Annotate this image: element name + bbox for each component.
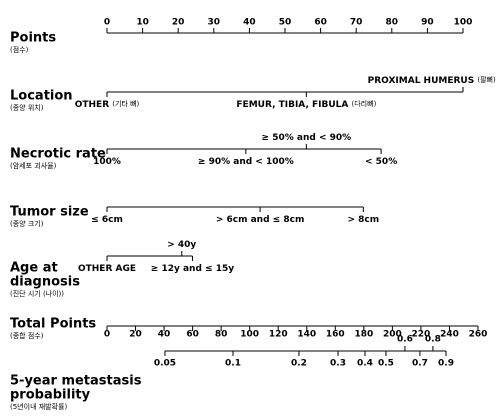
level-label: > 40y <box>167 240 196 250</box>
row-sublabel: (종양 위치) <box>10 103 44 112</box>
tick-label: 50 <box>279 18 292 28</box>
tick-label: 220 <box>412 330 431 340</box>
tick-label: 0.8 <box>425 335 441 345</box>
row-label: Necrotic rate <box>10 147 106 162</box>
tick-label: 120 <box>269 330 288 340</box>
tick-label: 200 <box>383 330 402 340</box>
level-text: > 6cm and ≤ 8cm <box>216 215 305 225</box>
tick-label: 40 <box>158 330 171 340</box>
tick-label: 100 <box>240 330 259 340</box>
row-label: probability <box>10 388 91 403</box>
row-label: Points <box>10 31 56 46</box>
level-text: FEMUR, TIBIA, FIBULA <box>236 100 348 110</box>
tick-label: 90 <box>421 18 434 28</box>
level-label: ≥ 12y and ≤ 15y <box>151 264 234 274</box>
tick-label: 0.5 <box>378 359 394 369</box>
level-label: > 6cm and ≤ 8cm <box>216 215 305 225</box>
tick-label: 60 <box>314 18 327 28</box>
row-label: Age at <box>10 261 58 276</box>
level-text: OTHER <box>75 100 109 110</box>
row-label: diagnosis <box>10 275 80 290</box>
tick-label: 70 <box>350 18 363 28</box>
level-label: ≤ 6cm <box>91 215 123 225</box>
level-label: OTHER AGE <box>78 264 136 274</box>
row-sublabel: (종양 크기) <box>10 219 44 228</box>
tick-label: 100 <box>454 18 473 28</box>
row-label: Location <box>10 89 73 104</box>
tick-label: 0.1 <box>225 359 241 369</box>
tick-label: 20 <box>129 330 142 340</box>
level-label: ≥ 90% and < 100% <box>198 157 294 167</box>
level-label: OTHER (기타 뼈) <box>75 99 140 110</box>
level-label: PROXIMAL HUMERUS (팔뼈) <box>368 75 496 86</box>
tick-label: 40 <box>243 18 256 28</box>
tick-label: 0.05 <box>154 359 176 369</box>
tick-label: 0.9 <box>438 359 454 369</box>
tick-label: 60 <box>186 330 199 340</box>
tick-label: 160 <box>326 330 345 340</box>
row-sublabel: (점수) <box>10 46 29 54</box>
level-sublabel: (다리뼈) <box>352 99 377 108</box>
row-sublabel: (종합 점수) <box>10 331 44 340</box>
tick-label: 80 <box>215 330 228 340</box>
row-sublabel: (5년이내 재발확률) <box>10 402 67 411</box>
level-label: FEMUR, TIBIA, FIBULA (다리뼈) <box>236 99 376 110</box>
tick-label: 80 <box>386 18 399 28</box>
row-label: Tumor size <box>10 205 89 220</box>
row-label: 5-year metastasis <box>10 374 142 389</box>
level-sublabel: (기타 뼈) <box>112 99 139 108</box>
level-text: < 50% <box>365 157 397 167</box>
level-text: ≥ 50% and < 90% <box>262 133 352 143</box>
tick-label: 180 <box>354 330 373 340</box>
tick-label: 240 <box>440 330 459 340</box>
tick-label: 260 <box>469 330 488 340</box>
level-text: OTHER AGE <box>78 264 136 274</box>
level-label: 100% <box>93 157 121 167</box>
level-label: < 50% <box>365 157 397 167</box>
row-sublabel: (암세포 괴사율) <box>10 161 57 170</box>
level-text: > 40y <box>167 240 196 250</box>
level-label: > 8cm <box>347 215 379 225</box>
tick-label: 0.3 <box>330 359 346 369</box>
level-sublabel: (팔뼈) <box>477 75 496 84</box>
tick-label: 140 <box>297 330 316 340</box>
row-label: Total Points <box>10 317 96 332</box>
level-text: ≤ 6cm <box>91 215 123 225</box>
tick-label: 30 <box>208 18 221 28</box>
level-label: ≥ 50% and < 90% <box>262 133 352 143</box>
tick-label: 10 <box>136 18 149 28</box>
level-text: ≥ 90% and < 100% <box>198 157 294 167</box>
level-text: > 8cm <box>347 215 379 225</box>
row-sublabel: (진단 시기 (나이)) <box>10 289 64 298</box>
tick-label: 0.2 <box>291 359 307 369</box>
tick-label: 20 <box>172 18 185 28</box>
level-text: 100% <box>93 157 121 167</box>
level-text: ≥ 12y and ≤ 15y <box>151 264 234 274</box>
level-text: PROXIMAL HUMERUS <box>368 76 475 86</box>
tick-label: 0.4 <box>357 359 373 369</box>
tick-label: 0.6 <box>397 335 413 345</box>
tick-label: 0.7 <box>412 359 428 369</box>
tick-label: 0 <box>104 330 110 340</box>
tick-label: 0 <box>104 18 110 28</box>
